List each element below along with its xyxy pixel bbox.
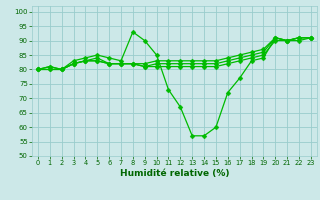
X-axis label: Humidité relative (%): Humidité relative (%) <box>120 169 229 178</box>
